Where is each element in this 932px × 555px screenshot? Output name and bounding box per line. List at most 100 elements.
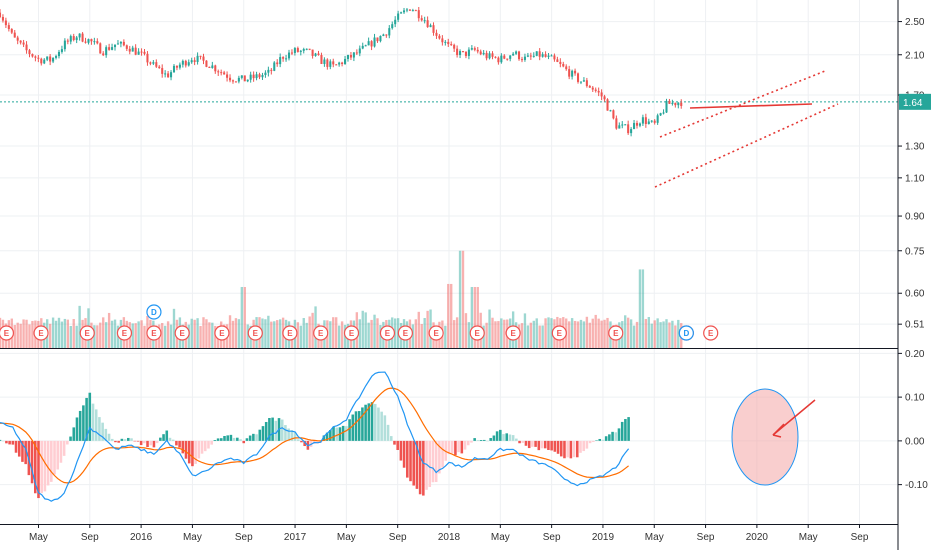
candle-body bbox=[671, 102, 674, 104]
earnings-marker[interactable]: E bbox=[608, 325, 624, 341]
earnings-marker-circle bbox=[505, 325, 521, 341]
earnings-marker[interactable]: E bbox=[79, 325, 95, 341]
macd-histogram-bar bbox=[345, 426, 348, 441]
candle-body bbox=[500, 55, 503, 63]
earnings-marker[interactable]: E bbox=[116, 325, 133, 341]
volume-bar bbox=[494, 321, 497, 348]
macd-histogram-bar bbox=[178, 440, 181, 448]
trendlines[interactable] bbox=[654, 70, 839, 188]
last-price-tag bbox=[899, 93, 931, 110]
earnings-marker-label: E bbox=[349, 329, 355, 338]
dividend-marker[interactable]: D bbox=[146, 304, 162, 320]
volume-bar bbox=[626, 317, 630, 348]
candle-body bbox=[450, 44, 453, 46]
macd-histogram-bar bbox=[418, 440, 422, 495]
candle-body bbox=[43, 59, 46, 64]
candle-body bbox=[111, 47, 114, 50]
earnings-marker[interactable]: E bbox=[214, 325, 230, 341]
volume-bar bbox=[573, 320, 577, 348]
earnings-marker[interactable]: E bbox=[33, 325, 49, 341]
earnings-markers[interactable]: EEEEEEEEEEEEEEEEEEEEDD bbox=[0, 304, 719, 341]
candle-body bbox=[25, 44, 28, 51]
candle-body bbox=[205, 60, 208, 67]
macd-histogram-bar bbox=[216, 438, 220, 441]
earnings-marker[interactable]: E bbox=[0, 325, 15, 341]
earnings-marker[interactable]: E bbox=[469, 325, 485, 341]
earnings-marker[interactable]: E bbox=[379, 325, 396, 341]
volume-bar bbox=[677, 319, 680, 348]
macd-histogram-bar bbox=[264, 421, 268, 441]
volume-bar bbox=[335, 317, 338, 348]
annotations[interactable] bbox=[731, 388, 816, 486]
candle-body bbox=[175, 65, 178, 68]
earnings-marker[interactable]: E bbox=[397, 325, 413, 341]
volume-bar bbox=[629, 319, 633, 348]
macd-histogram-bar bbox=[296, 439, 300, 441]
earnings-marker[interactable]: E bbox=[703, 325, 719, 341]
volume-bar bbox=[662, 321, 665, 348]
candle-body bbox=[379, 35, 382, 42]
volume-bar bbox=[635, 321, 639, 348]
macd-histogram-bar bbox=[88, 392, 92, 441]
earnings-marker-circle bbox=[174, 325, 190, 341]
volume-bar bbox=[367, 322, 370, 348]
macd-histogram-bar bbox=[104, 428, 108, 441]
volume-bar bbox=[169, 324, 173, 348]
macd-histogram-bar bbox=[117, 440, 120, 443]
volume-bar bbox=[458, 250, 462, 348]
highlight-arrow-shaft[interactable] bbox=[772, 399, 816, 436]
macd-histogram-bar bbox=[37, 440, 40, 499]
volume-bar bbox=[500, 318, 503, 348]
volume-bar bbox=[653, 320, 656, 348]
macd-histogram-bar bbox=[377, 407, 380, 441]
macd-histogram-bar bbox=[66, 440, 69, 445]
lower-channel-line[interactable] bbox=[654, 103, 839, 188]
date-tick-label: Sep bbox=[389, 532, 407, 543]
volume-bar bbox=[107, 312, 111, 348]
earnings-marker[interactable]: E bbox=[343, 325, 360, 341]
volume-bar bbox=[63, 318, 67, 348]
macd-histogram-bar bbox=[133, 440, 136, 442]
candle-body bbox=[226, 74, 229, 78]
macd-histogram-bar bbox=[431, 440, 435, 483]
earnings-marker[interactable]: E bbox=[174, 325, 190, 341]
candle-body bbox=[155, 62, 158, 67]
candle-body bbox=[467, 49, 470, 56]
earnings-marker-label: E bbox=[38, 329, 44, 338]
volume-bar bbox=[550, 318, 553, 348]
candle-body bbox=[358, 48, 361, 54]
candle-body bbox=[609, 110, 612, 112]
dividend-marker[interactable]: D bbox=[678, 325, 694, 341]
macd-histogram-bar bbox=[559, 440, 563, 457]
highlight-arrow-head[interactable] bbox=[772, 423, 785, 438]
dividend-marker-circle bbox=[678, 325, 694, 341]
macd-histogram-bar bbox=[165, 430, 169, 441]
earnings-marker[interactable]: E bbox=[247, 325, 263, 341]
candle-body bbox=[16, 37, 19, 41]
candle-body bbox=[606, 99, 609, 111]
candle-body bbox=[414, 10, 417, 12]
earnings-marker[interactable]: E bbox=[551, 325, 567, 341]
date-tick-label: May bbox=[337, 532, 356, 543]
candle-body bbox=[556, 59, 559, 62]
earnings-marker[interactable]: E bbox=[505, 325, 521, 341]
macd-histogram-bar bbox=[229, 434, 233, 441]
earnings-marker-label: E bbox=[122, 329, 128, 338]
resistance-line[interactable] bbox=[689, 103, 813, 109]
dividend-marker-circle bbox=[146, 304, 162, 320]
volume-bar bbox=[113, 319, 117, 348]
earnings-marker[interactable]: E bbox=[313, 325, 329, 341]
earnings-marker[interactable]: E bbox=[428, 325, 444, 341]
earnings-marker[interactable]: E bbox=[146, 325, 162, 341]
volume-bar bbox=[48, 323, 52, 348]
macd-histogram-bar bbox=[33, 440, 37, 494]
earnings-marker[interactable]: E bbox=[282, 325, 298, 341]
candle-body bbox=[119, 41, 122, 44]
highlight-ellipse[interactable] bbox=[731, 388, 799, 486]
volume-bar bbox=[66, 319, 70, 348]
candle-body bbox=[231, 80, 235, 82]
macd-histogram-bar bbox=[146, 440, 149, 447]
macd-histogram-bar bbox=[357, 411, 361, 441]
candle-body bbox=[0, 12, 2, 17]
